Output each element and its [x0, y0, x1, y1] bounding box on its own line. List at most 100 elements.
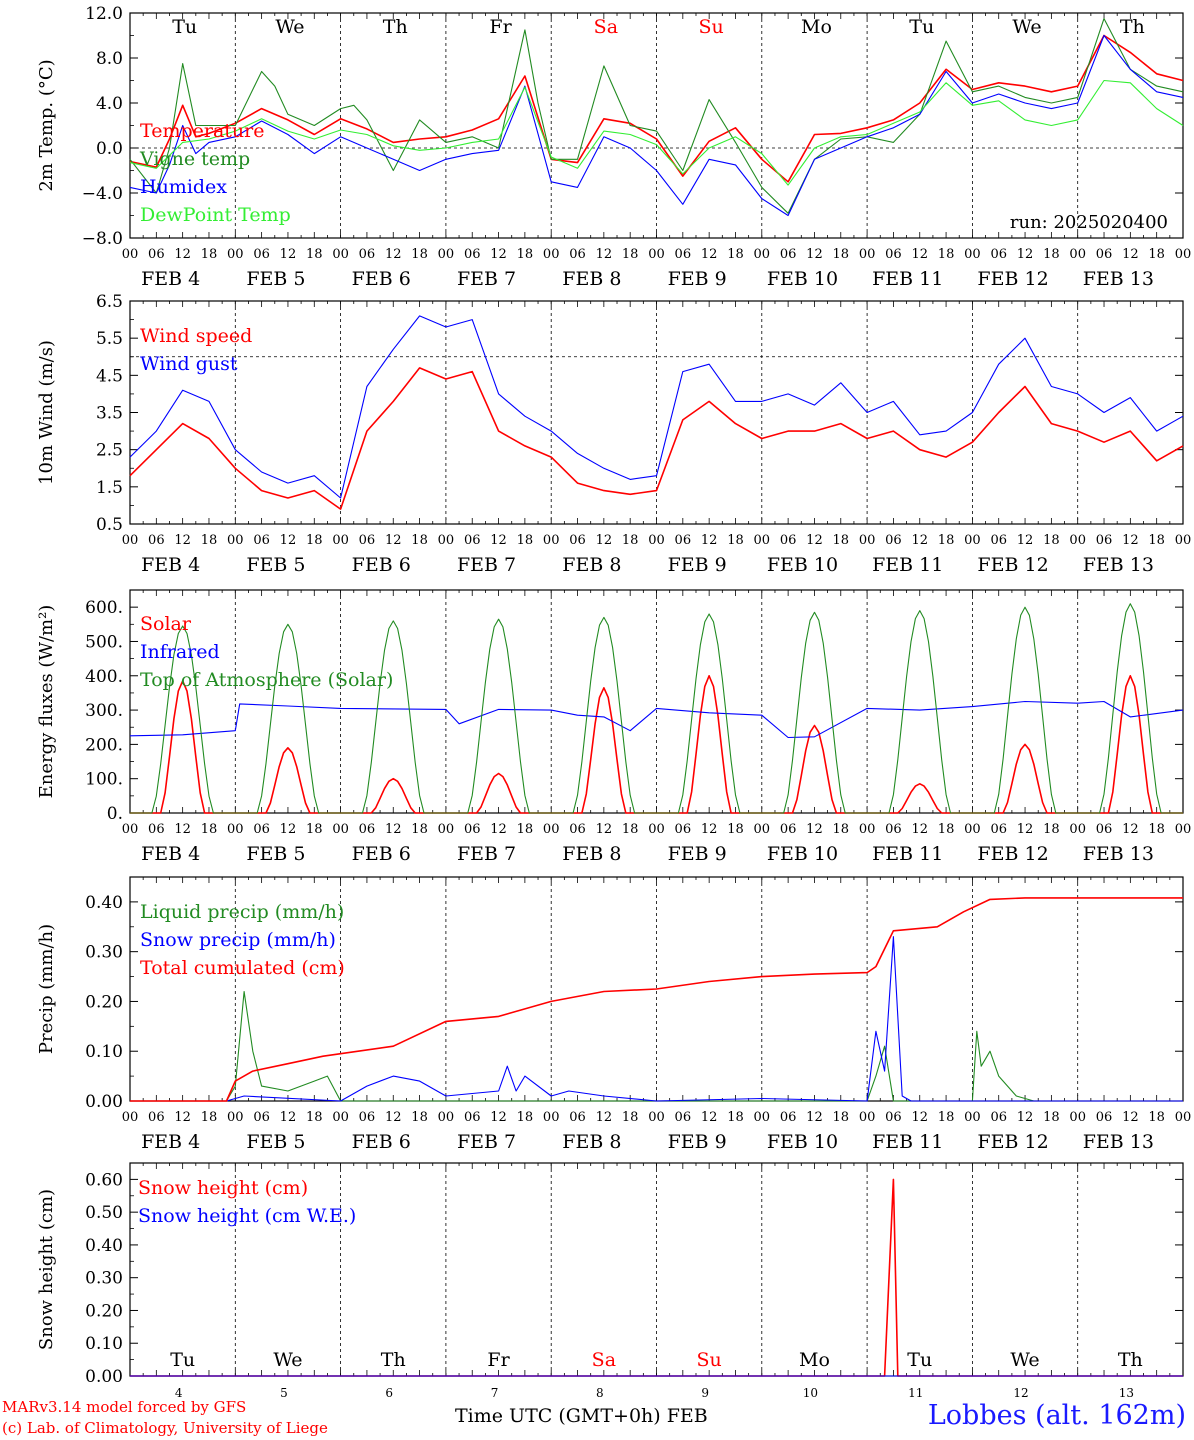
- date-label: FEB 8: [562, 1131, 621, 1153]
- day-name-bottom: Th: [381, 1349, 406, 1371]
- x-hour-label: 06: [359, 533, 376, 548]
- x-hour-label: 18: [938, 533, 955, 548]
- x-hour-label: 12: [1017, 247, 1034, 262]
- x-hour-label: 00: [648, 1110, 665, 1125]
- legend-entry: Snow precip (mm/h): [140, 929, 336, 951]
- x-hour-label: 06: [569, 1110, 586, 1125]
- energy-panel: [129, 589, 1184, 814]
- date-label: FEB 9: [668, 843, 727, 865]
- x-hour-label: 18: [201, 533, 218, 548]
- y-tick-label: 0.50: [85, 1203, 123, 1223]
- date-label: FEB 5: [246, 1131, 305, 1153]
- x-hour-label: 12: [280, 247, 297, 262]
- day-number: 7: [491, 1386, 499, 1400]
- legend-entry: DewPoint Temp: [140, 204, 291, 226]
- date-label: FEB 6: [352, 843, 411, 865]
- x-hour-label: 12: [596, 1110, 613, 1125]
- x-hour-label: 12: [911, 1110, 928, 1125]
- x-hour-label: 00: [859, 247, 876, 262]
- day-name-bottom: Tu: [907, 1349, 932, 1371]
- x-hour-label: 06: [464, 533, 481, 548]
- legend-entry: Vigne temp: [139, 148, 250, 170]
- date-label: FEB 4: [141, 1131, 200, 1153]
- x-hour-label: 06: [675, 1110, 692, 1125]
- day-number: 8: [596, 1386, 604, 1400]
- series-line-solar: [130, 675, 1183, 814]
- x-hour-label: 06: [569, 822, 586, 837]
- y-tick-label: 8.0: [96, 49, 123, 69]
- day-name-bottom: We: [273, 1349, 302, 1371]
- x-hour-label: 06: [990, 533, 1007, 548]
- y-tick-label: 12.0: [85, 4, 123, 24]
- day-name-top: Sa: [594, 16, 618, 38]
- x-hour-label: 00: [754, 247, 771, 262]
- x-hour-label: 06: [464, 247, 481, 262]
- x-hour-label: 18: [306, 822, 323, 837]
- day-name-top: We: [1012, 16, 1041, 38]
- date-label: FEB 13: [1083, 554, 1154, 576]
- date-label: FEB 12: [977, 1131, 1048, 1153]
- x-hour-label: 18: [306, 533, 323, 548]
- x-hour-label: 18: [1043, 247, 1060, 262]
- x-hour-label: 00: [543, 247, 560, 262]
- legend-entry: Solar: [140, 613, 192, 635]
- x-hour-label: 12: [1122, 247, 1139, 262]
- day-name-bottom: Su: [697, 1349, 722, 1371]
- x-hour-label: 12: [490, 247, 507, 262]
- wind-panel: [129, 300, 1184, 525]
- date-label: FEB 13: [1083, 843, 1154, 865]
- y-tick-label: 4.5: [96, 366, 123, 386]
- x-hour-label: 18: [622, 533, 639, 548]
- date-label: FEB 11: [872, 843, 943, 865]
- date-label: FEB 7: [457, 554, 516, 576]
- x-hour-label: 18: [833, 533, 850, 548]
- y-tick-label: 0.0: [96, 139, 123, 159]
- series-line-temperature: [129, 34, 1184, 183]
- y-tick-label: 2.5: [96, 441, 123, 461]
- x-hour-label: 00: [1069, 822, 1086, 837]
- x-hour-label: 18: [622, 822, 639, 837]
- y-axis-label: 2m Temp. (°C): [36, 59, 57, 191]
- x-hour-label: 00: [438, 822, 455, 837]
- x-hour-label: 00: [438, 247, 455, 262]
- x-hour-label: 00: [859, 822, 876, 837]
- x-hour-label: 12: [1017, 1110, 1034, 1125]
- x-hour-label: 12: [280, 822, 297, 837]
- date-label: FEB 10: [767, 843, 838, 865]
- x-hour-label: 18: [517, 822, 534, 837]
- legend-entry: Wind gust: [140, 353, 238, 375]
- x-hour-label: 06: [675, 247, 692, 262]
- legend-entry: Humidex: [140, 176, 227, 198]
- x-hour-label: 12: [385, 822, 402, 837]
- x-hour-label: 00: [122, 247, 139, 262]
- legend-entry: Temperature: [140, 120, 264, 142]
- x-hour-label: 06: [1096, 1110, 1113, 1125]
- x-hour-label: 12: [174, 533, 191, 548]
- x-hour-label: 06: [885, 822, 902, 837]
- date-label: FEB 10: [767, 268, 838, 290]
- y-tick-label: 0.5: [96, 515, 123, 535]
- x-hour-label: 12: [490, 533, 507, 548]
- snow-panel: [129, 1162, 1184, 1377]
- x-hour-label: 18: [622, 247, 639, 262]
- series-line-infrared: [129, 700, 1184, 739]
- x-hour-label: 00: [227, 822, 244, 837]
- day-name-top: Th: [1120, 16, 1145, 38]
- date-label: FEB 11: [872, 554, 943, 576]
- x-hour-label: 18: [1148, 247, 1165, 262]
- x-hour-label: 00: [332, 533, 349, 548]
- x-hour-label: 12: [174, 247, 191, 262]
- x-hour-label: 18: [201, 1110, 218, 1125]
- date-label: FEB 9: [668, 268, 727, 290]
- legend-entry: Total cumulated (cm): [140, 957, 345, 979]
- x-hour-label: 00: [227, 533, 244, 548]
- x-hour-label: 06: [148, 533, 165, 548]
- x-hour-label: 12: [596, 822, 613, 837]
- x-hour-label: 12: [701, 533, 718, 548]
- y-axis-label: 10m Wind (m/s): [36, 340, 57, 485]
- x-hour-label: 12: [806, 247, 823, 262]
- y-tick-label: 0.20: [85, 992, 123, 1012]
- series-line-top-of-atmosphere-solar-: [130, 603, 1183, 814]
- y-tick-label: 0.60: [85, 1170, 123, 1190]
- day-name-top: We: [275, 16, 304, 38]
